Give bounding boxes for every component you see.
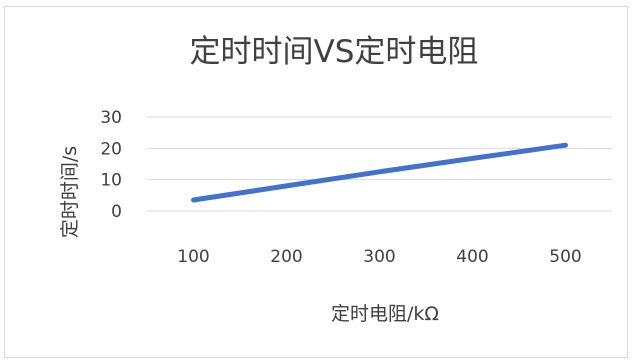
x-tick-label: 300 <box>363 247 395 267</box>
chart-title: 定时时间VS定时电阻 <box>190 34 479 70</box>
y-tick-label: 0 <box>111 202 122 222</box>
y-tick-label: 20 <box>100 139 122 159</box>
series-group <box>191 142 568 203</box>
x-axis-ticks: 100 200 300 400 500 <box>177 247 581 267</box>
x-tick-label: 400 <box>456 247 488 267</box>
x-tick-label: 100 <box>177 247 209 267</box>
y-axis-ticks: 0 10 20 30 <box>100 108 122 222</box>
x-tick-label: 500 <box>549 247 581 267</box>
y-tick-label: 30 <box>100 108 122 128</box>
y-axis-label: 定时时间/s <box>59 146 81 238</box>
x-tick-label: 200 <box>270 247 302 267</box>
y-tick-label: 10 <box>100 171 122 191</box>
series-line <box>191 142 568 203</box>
gridlines <box>147 116 612 212</box>
x-axis-label: 定时电阻/kΩ <box>331 303 439 325</box>
